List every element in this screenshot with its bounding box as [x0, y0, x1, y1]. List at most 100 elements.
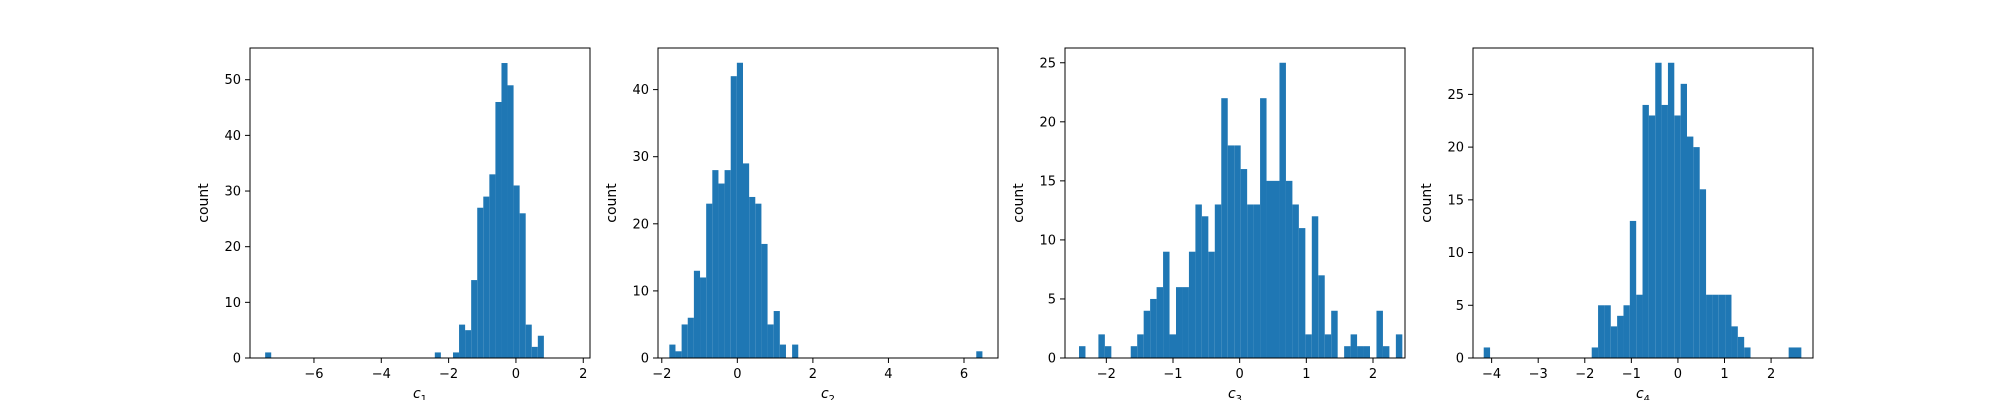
histogram-bar: [1706, 294, 1713, 358]
x-tick-label: −4: [1482, 367, 1501, 382]
x-tick-label: 2: [1767, 367, 1775, 382]
histogram-bar: [471, 280, 478, 358]
histogram-bar: [489, 174, 496, 358]
histogram-bar: [1240, 169, 1248, 358]
y-tick-label: 40: [224, 129, 241, 144]
histogram-bar: [1234, 145, 1241, 358]
histogram-bar: [669, 344, 676, 358]
y-tick-label: 10: [632, 284, 649, 299]
histogram-bar: [1795, 347, 1802, 358]
y-axis-label: count: [1011, 183, 1027, 223]
histogram-bar: [743, 163, 750, 358]
y-tick-label: 30: [224, 185, 241, 200]
histogram-bar: [1163, 251, 1170, 358]
histogram-bar: [779, 344, 786, 358]
axes-frame: [1472, 47, 1814, 359]
histogram-bar: [1150, 298, 1157, 358]
y-axis-label: count: [604, 183, 620, 223]
x-tick-label: −3: [1529, 367, 1548, 382]
x-tick-label: 0: [1236, 367, 1244, 382]
histogram-bar: [1318, 275, 1325, 358]
y-tick-label: 25: [1039, 56, 1056, 71]
histogram-bar: [525, 324, 532, 358]
histogram-bar: [1311, 216, 1319, 358]
histogram-bar: [1610, 326, 1618, 358]
histogram-bar: [1176, 287, 1183, 358]
histogram-bar: [700, 277, 707, 358]
histogram-bar: [1201, 216, 1209, 358]
histogram-bar: [1214, 204, 1222, 358]
histogram-bar: [1674, 115, 1681, 358]
histogram-bar: [1156, 287, 1164, 358]
histogram-bar: [1687, 136, 1694, 358]
histogram-bar: [537, 335, 544, 358]
histogram-bar: [1305, 334, 1312, 358]
histogram-bar: [1629, 220, 1637, 358]
histogram-bar: [792, 344, 799, 358]
histogram-bar: [1221, 98, 1228, 358]
histogram-bar: [1208, 251, 1215, 358]
histogram-bar: [1079, 346, 1086, 358]
histogram-bar: [1636, 294, 1643, 358]
y-axis-label: count: [196, 183, 212, 223]
histogram-bar: [1661, 104, 1668, 358]
y-tick-label: 5: [1048, 292, 1056, 307]
y-tick-label: 20: [632, 217, 649, 232]
histogram-bar: [1285, 180, 1293, 358]
histogram-bar: [459, 324, 466, 358]
y-tick-label: 25: [1447, 88, 1464, 103]
x-axis-label: c1: [413, 386, 427, 400]
histogram-bar: [1693, 147, 1700, 358]
y-tick-label: 15: [1447, 193, 1464, 208]
histogram-bar: [1363, 346, 1370, 358]
histogram-bar: [513, 185, 520, 358]
histogram-bar: [1712, 294, 1719, 358]
histogram-bar: [1731, 326, 1738, 358]
y-tick-label: 10: [224, 296, 241, 311]
y-tick-label: 15: [1039, 174, 1056, 189]
histogram-bar: [1227, 145, 1235, 358]
histogram-bar: [1266, 180, 1273, 358]
histogram-bar: [693, 270, 701, 358]
histogram-bar: [1279, 62, 1286, 358]
histogram-bar: [1744, 347, 1751, 358]
histogram-bar: [495, 101, 502, 359]
histogram-bar: [1169, 334, 1176, 358]
histogram-bar: [1617, 315, 1624, 358]
histogram-bar: [531, 346, 538, 358]
histogram-bar: [1718, 294, 1726, 358]
x-tick-label: −2: [652, 367, 671, 382]
y-tick-label: 40: [632, 83, 649, 98]
histogram-bar: [483, 196, 490, 358]
x-tick-label: −2: [439, 367, 458, 382]
histogram-bar: [730, 76, 737, 359]
histogram-bar: [507, 85, 514, 358]
y-tick-label: 30: [632, 150, 649, 165]
histogram-bar: [1642, 104, 1649, 358]
histogram-bar: [1623, 305, 1630, 358]
histogram-bar: [718, 183, 725, 358]
histogram-bar: [1298, 228, 1306, 358]
y-tick-label: 10: [1447, 246, 1464, 261]
x-tick-label: −2: [1575, 367, 1594, 382]
histogram-bar: [1788, 347, 1795, 358]
x-axis-label: c4: [1636, 386, 1650, 400]
bars: [1483, 62, 1802, 358]
histogram-bar: [1137, 334, 1144, 358]
histogram-bar: [1344, 346, 1351, 358]
histogram-bar: [773, 311, 780, 358]
bars: [265, 63, 544, 359]
x-tick-label: 4: [884, 367, 892, 382]
axes-frame: [657, 47, 999, 359]
histogram-bar: [675, 351, 682, 358]
x-tick-label: −6: [304, 367, 323, 382]
bars: [1079, 62, 1403, 358]
histogram-bar: [265, 352, 272, 358]
y-axis-label: count: [1419, 183, 1435, 223]
histogram-bar: [1604, 305, 1611, 358]
x-axis-label: c3: [1228, 386, 1242, 400]
histogram-bar: [1680, 83, 1687, 358]
